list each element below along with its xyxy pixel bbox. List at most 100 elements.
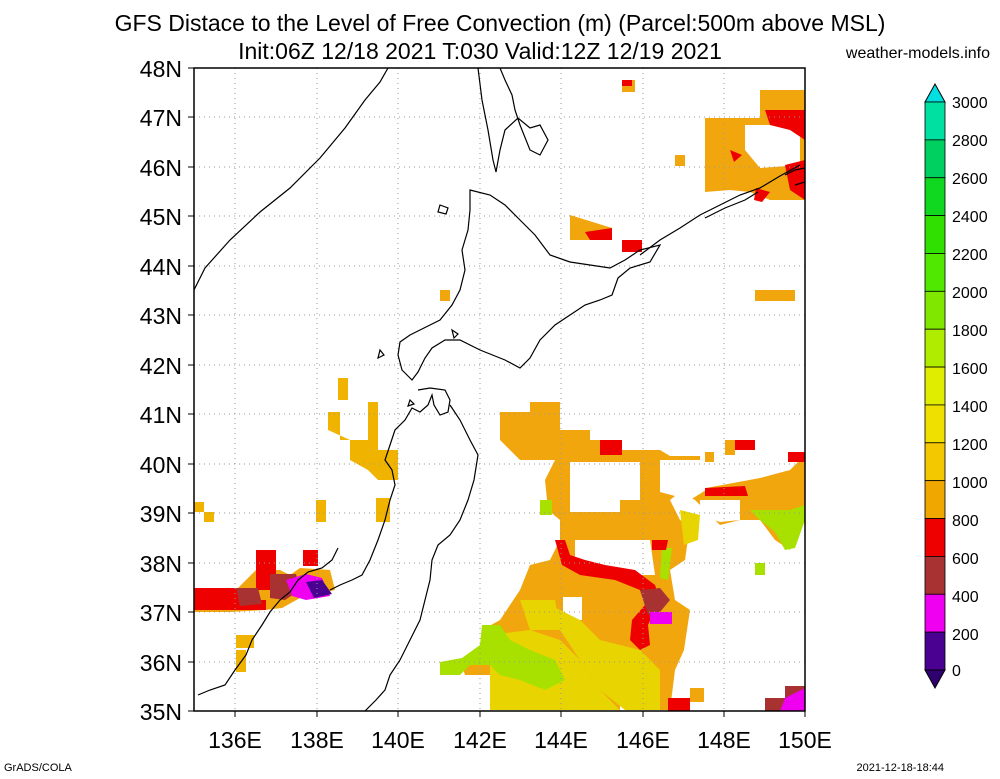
lat-label: 47N (140, 105, 182, 131)
field-patch (675, 155, 685, 166)
footer-timestamp: 2021-12-18-18:44 (856, 762, 944, 774)
lon-label: 140E (371, 727, 425, 753)
field-patch (755, 563, 765, 575)
field-patch (622, 80, 632, 86)
coastline-kamchatka (794, 181, 805, 186)
lon-label: 136E (208, 727, 262, 753)
colorbar-label: 2200 (952, 247, 988, 264)
lon-label: 146E (616, 727, 670, 753)
colorbar-label: 3000 (952, 95, 988, 112)
field-patch (540, 500, 552, 515)
coastline-kurils (639, 164, 801, 256)
colorbar-top-arrow (924, 82, 946, 103)
colorbar-segment (924, 480, 946, 519)
field-patch (555, 540, 660, 650)
colorbar-label: 2800 (952, 133, 988, 150)
lfc-field (194, 80, 805, 711)
field-patch (306, 580, 332, 598)
colorbar-label: 1400 (952, 399, 988, 416)
colorbar-labels: 3000 2800 2600 2400 2200 2000 1800 1600 … (952, 95, 988, 680)
colorbar-segment (924, 139, 946, 179)
colorbar-label: 200 (952, 627, 979, 644)
colorbar-segment (924, 253, 946, 292)
lon-label: 142E (453, 727, 507, 753)
site-label: weather-models.info (845, 45, 990, 62)
colorbar-label: 2000 (952, 285, 988, 302)
coastline-island (407, 398, 416, 407)
colorbar-segment (924, 518, 946, 557)
coastline-island (451, 328, 459, 340)
lon-label: 138E (290, 727, 344, 753)
field-patch (690, 688, 704, 702)
field-gap (570, 462, 640, 512)
lat-label: 45N (140, 204, 182, 230)
lon-label: 148E (697, 727, 751, 753)
longitude-labels: 136E 138E 140E 142E 144E 146E 148E 150E (208, 727, 832, 753)
field-patch (680, 510, 700, 545)
field-patch (788, 452, 805, 462)
colorbar-segment (924, 442, 946, 482)
field-gap (700, 500, 740, 522)
field-patch (540, 600, 660, 710)
lat-label: 35N (140, 699, 182, 725)
colorbar-segments (924, 101, 946, 671)
field-patch (440, 290, 450, 301)
axis-ticks (188, 67, 806, 717)
map-gridlines (194, 68, 805, 711)
colorbar-bottom-arrow (924, 669, 946, 690)
colorbar-segment (924, 215, 946, 254)
lat-label: 39N (140, 501, 182, 527)
chart-subtitle: Init:06Z 12/18 2021 T:030 Valid:12Z 12/1… (238, 38, 722, 64)
colorbar: 3000 2800 2600 2400 2200 2000 1800 1600 … (924, 82, 988, 690)
colorbar-segment (924, 177, 946, 217)
colorbar-label: 2600 (952, 171, 988, 188)
colorbar-label: 1800 (952, 323, 988, 340)
field-patch (585, 228, 612, 240)
coastline-noto (197, 547, 339, 696)
lat-label: 37N (140, 600, 182, 626)
colorbar-segment (924, 290, 946, 330)
lat-label: 42N (140, 353, 182, 379)
field-patch (668, 698, 690, 711)
field-patch (725, 440, 735, 455)
colorbar-label: 800 (952, 513, 979, 530)
coastline-honshu-east (364, 404, 479, 711)
field-patch (755, 290, 795, 301)
colorbar-segment (924, 101, 946, 141)
field-patch (204, 512, 214, 522)
colorbar-label: 1200 (952, 437, 988, 454)
colorbar-segment (924, 593, 946, 633)
field-patch (735, 440, 755, 450)
field-patch (328, 402, 398, 480)
field-patch (652, 540, 668, 550)
field-patch (705, 452, 714, 462)
coastline-honshu-north (329, 387, 451, 591)
lat-label: 38N (140, 551, 182, 577)
lat-label: 40N (140, 452, 182, 478)
lat-label: 41N (140, 402, 182, 428)
colorbar-segment (924, 366, 946, 406)
map-frame (193, 67, 806, 712)
colorbar-segment (924, 404, 946, 444)
colorbar-label: 0 (952, 663, 961, 680)
lon-label: 144E (534, 727, 588, 753)
coastline-kamchatka (784, 167, 805, 176)
field-patch (754, 188, 770, 202)
field-patch (600, 440, 622, 455)
colorbar-label: 600 (952, 551, 979, 568)
coastlines (194, 68, 805, 711)
field-patch (622, 240, 642, 252)
colorbar-label: 2400 (952, 209, 988, 226)
field-patch (303, 550, 318, 566)
field-patch (194, 502, 204, 512)
field-patch (316, 500, 326, 522)
colorbar-label: 1600 (952, 361, 988, 378)
footer-left: GrADS/COLA (4, 762, 72, 774)
colorbar-label: 400 (952, 589, 979, 606)
coastline-hokkaido (397, 189, 662, 381)
coastline-sakhalin (477, 68, 549, 173)
field-patch (236, 588, 262, 606)
colorbar-segment (924, 556, 946, 595)
colorbar-segment (924, 631, 946, 671)
